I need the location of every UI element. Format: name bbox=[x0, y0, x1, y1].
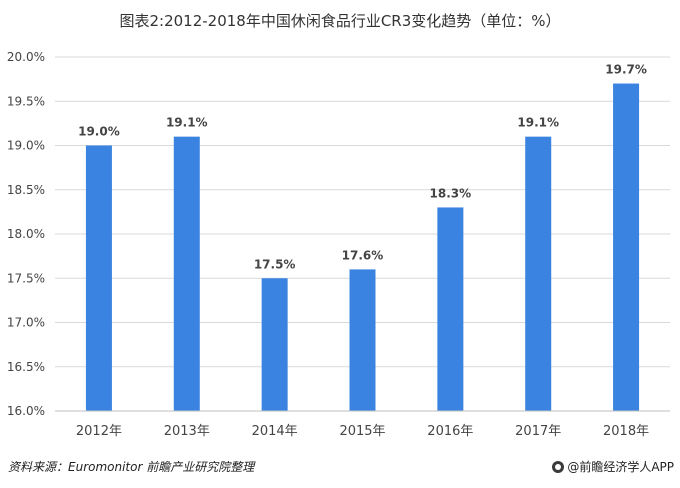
x-tick-label: 2013年 bbox=[164, 424, 210, 439]
y-tick-label: 20.0% bbox=[7, 50, 45, 64]
bar bbox=[349, 269, 376, 411]
x-axis: 2012年 2013年 2014年 2015年 2016年 2017年 2018年 bbox=[55, 410, 670, 439]
y-tick-label: 17.0% bbox=[7, 316, 45, 330]
brand-text: @前瞻经济学人APP bbox=[567, 460, 674, 474]
y-tick-label: 19.0% bbox=[7, 139, 45, 153]
y-tick-label: 16.0% bbox=[7, 404, 45, 418]
y-tick-label: 18.0% bbox=[7, 227, 45, 241]
bar bbox=[437, 207, 464, 411]
y-tick-label: 17.5% bbox=[7, 271, 45, 285]
y-tick-label: 19.5% bbox=[7, 94, 45, 108]
data-label: 18.3% bbox=[430, 186, 472, 200]
source-note: 资料来源：Euromonitor 前瞻产业研究院整理 bbox=[8, 460, 255, 474]
data-label: 17.6% bbox=[342, 248, 384, 262]
data-label: 19.1% bbox=[166, 116, 208, 130]
data-labels: 19.0% 19.1% 17.5% 17.6% 18.3% 19.1% 19.7% bbox=[78, 63, 647, 272]
data-label: 19.1% bbox=[517, 116, 559, 130]
bar bbox=[261, 278, 288, 411]
data-label: 19.7% bbox=[605, 63, 647, 77]
data-label: 19.0% bbox=[78, 125, 120, 139]
brand-logo-icon bbox=[552, 460, 565, 473]
brand-credit: @前瞻经济学人APP bbox=[552, 458, 674, 475]
y-tick-label: 18.5% bbox=[7, 183, 45, 197]
data-label: 17.5% bbox=[254, 257, 296, 271]
y-axis: 16.0% 16.5% 17.0% 17.5% 18.0% 18.5% 19.0% 19.5%… bbox=[7, 50, 45, 418]
x-tick-label: 2017年 bbox=[515, 424, 561, 439]
x-tick-label: 2015年 bbox=[339, 424, 385, 439]
x-tick-label: 2012年 bbox=[76, 424, 122, 439]
bar bbox=[613, 83, 640, 412]
chart-title: 图表2:2012-2018年中国休闲食品行业CR3变化趋势（单位：%） bbox=[119, 12, 561, 30]
bar bbox=[85, 145, 112, 411]
x-tick-label: 2018年 bbox=[603, 424, 649, 439]
bar-series bbox=[85, 83, 640, 412]
bar bbox=[525, 136, 552, 411]
x-tick-label: 2014年 bbox=[252, 424, 298, 439]
bar bbox=[173, 136, 200, 411]
y-tick-label: 16.5% bbox=[7, 360, 45, 374]
x-tick-label: 2016年 bbox=[427, 424, 473, 439]
